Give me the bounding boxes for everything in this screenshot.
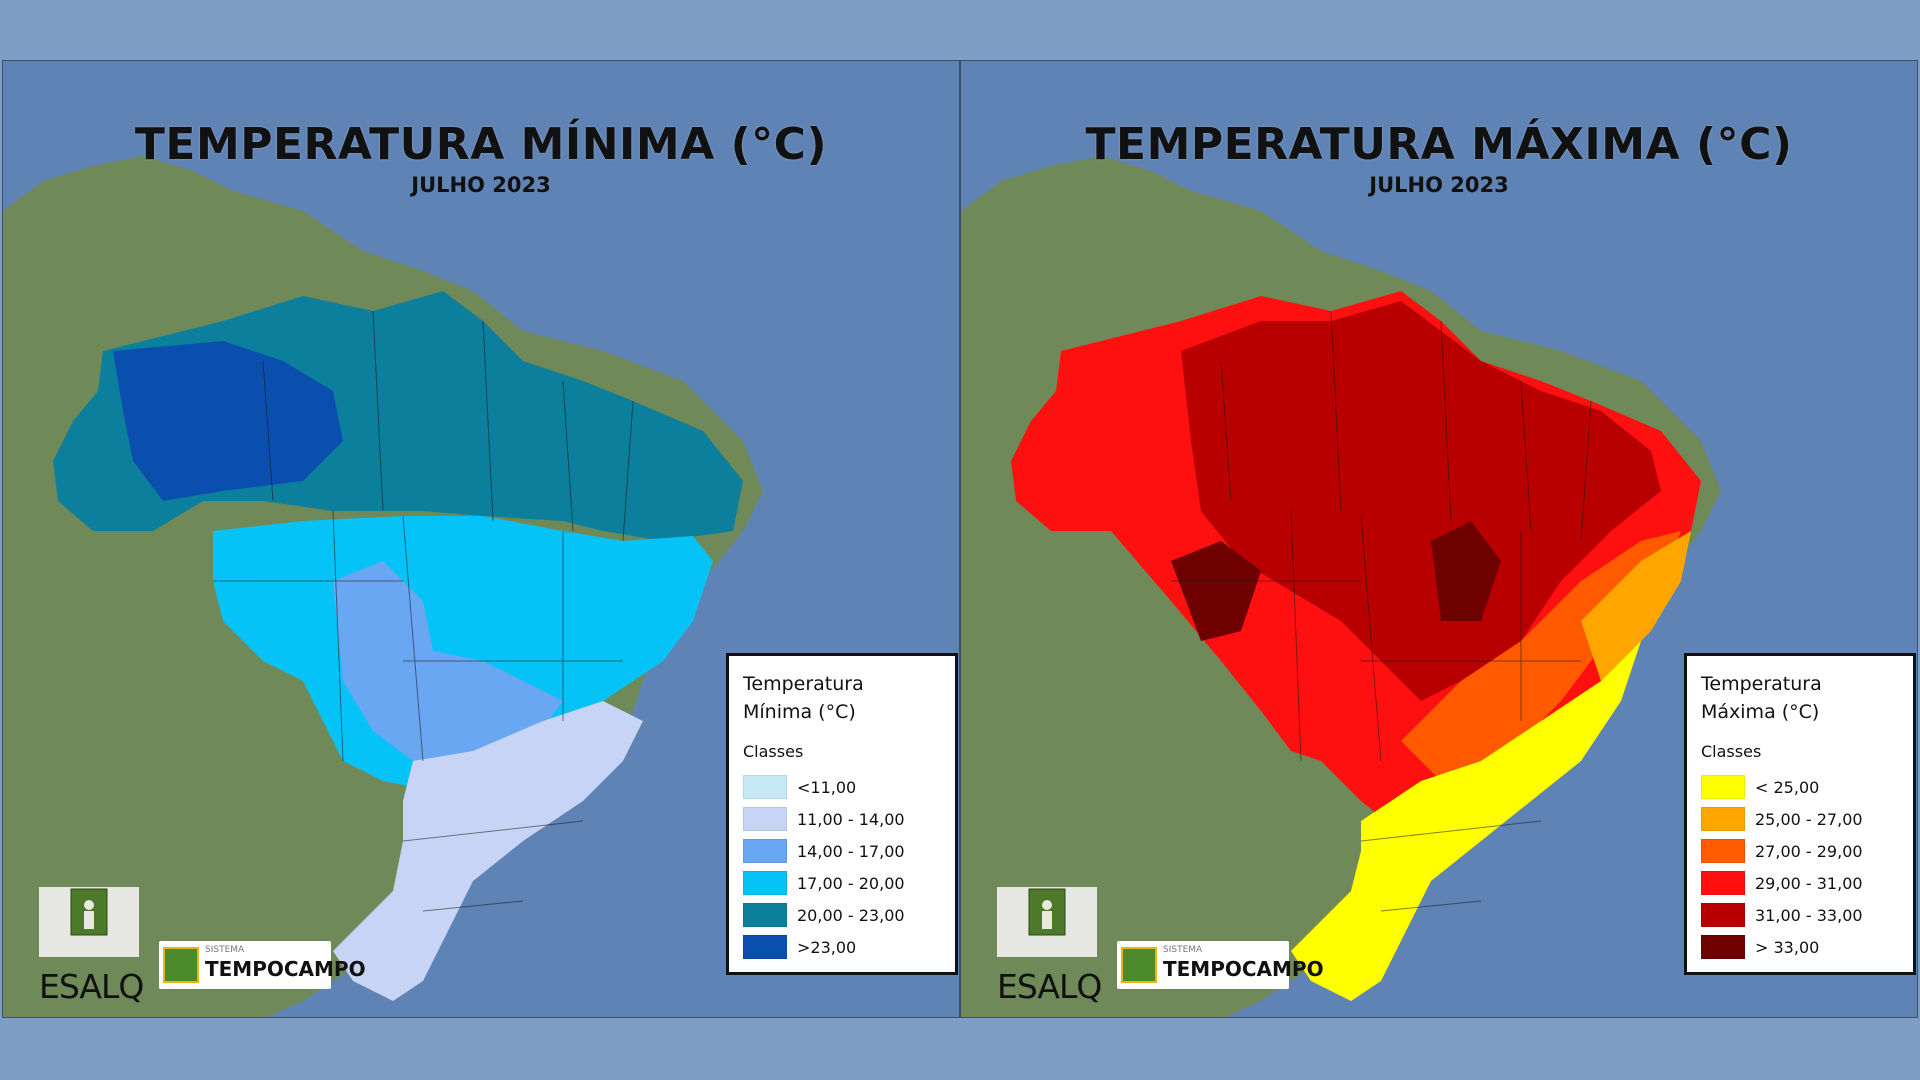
legend-label: < 25,00 [1755,777,1820,797]
legend-label: 14,00 - 17,00 [797,841,905,861]
esalq-shield-icon [997,887,1097,957]
tempocampo-name-text: TEMPOCAMPO [205,957,366,981]
esalq-logo: ESALQ [39,887,149,1006]
tempocampo-logo: SISTEMA TEMPOCAMPO [1117,941,1324,989]
legend-item: 17,00 - 20,00 [743,867,943,899]
legend-label: <11,00 [797,777,857,797]
map-panel-min: TEMPERATURA MÍNIMA (°C) JULHO 2023 Tempe… [2,60,960,1018]
legend-title-line2: Máxima (°C) [1701,701,1820,723]
legend-swatch [743,903,787,927]
brazil-zone-25-27 [1581,531,1691,681]
legend-item: >23,00 [743,931,943,963]
tempocampo-logo: SISTEMA TEMPOCAMPO [159,941,366,989]
esalq-logo-text: ESALQ [39,967,144,1006]
legend-label: 25,00 - 27,00 [1755,809,1863,829]
map-title: TEMPERATURA MÍNIMA (°C) [134,119,828,170]
legend: Temperatura Mínima (°C) Classes <11,00 1… [726,653,958,975]
map-subtitle: JULHO 2023 [1369,173,1509,197]
map-min [3,61,959,1017]
brazil-zone-gt33 [1171,541,1261,641]
map-title: TEMPERATURA MÁXIMA (°C) [1085,119,1793,170]
legend-label: 11,00 - 14,00 [797,809,905,829]
legend-swatch [1701,775,1745,799]
legend-item: <11,00 [743,771,943,803]
legend-swatch [743,935,787,959]
legend-swatch [1701,839,1745,863]
legend-swatch [743,839,787,863]
brazil-zone-lt25 [1291,641,1641,1001]
tempocampo-sistema-text: SISTEMA [205,945,245,955]
legend-title-line1: Temperatura [1701,673,1822,695]
brazil-zone-11-14 [333,701,643,1001]
map-subtitle: JULHO 2023 [411,173,551,197]
legend-swatch [1701,871,1745,895]
state-borders [213,310,634,912]
legend-title-line1: Temperatura [743,673,864,695]
brazil-zone-31-33 [1181,301,1661,701]
legend-item: 31,00 - 33,00 [1701,899,1901,931]
legend-classes-label: Classes [1701,742,1762,761]
legend-item: 29,00 - 31,00 [1701,867,1901,899]
legend-title-line2: Mínima (°C) [743,701,856,723]
tempocampo-icon [1121,947,1157,983]
legend-label: 27,00 - 29,00 [1755,841,1863,861]
legend-item: 14,00 - 17,00 [743,835,943,867]
legend-item: > 33,00 [1701,931,1901,963]
legend-label: > 33,00 [1755,937,1820,957]
legend-label: 31,00 - 33,00 [1755,905,1863,925]
legend-label: 17,00 - 20,00 [797,873,905,893]
tempocampo-sistema-text: SISTEMA [1163,945,1203,955]
esalq-shield-icon [39,887,139,957]
map-panel-max: TEMPERATURA MÁXIMA (°C) JULHO 2023 Tempe… [960,60,1918,1018]
esalq-logo-text: ESALQ [997,967,1102,1006]
brazil-zone-gt33-b [1431,521,1501,621]
legend-label: 29,00 - 31,00 [1755,873,1863,893]
legend-swatch [743,775,787,799]
legend-swatch [1701,807,1745,831]
legend-swatch [743,807,787,831]
esalq-logo: ESALQ [997,887,1107,1006]
legend-item: 11,00 - 14,00 [743,803,943,835]
legend-item: 20,00 - 23,00 [743,899,943,931]
legend-swatch [1701,903,1745,927]
legend-item: < 25,00 [1701,771,1901,803]
legend-swatch [1701,935,1745,959]
legend-label: >23,00 [797,937,857,957]
legend-item: 27,00 - 29,00 [1701,835,1901,867]
state-borders [1171,310,1592,912]
tempocampo-name-text: TEMPOCAMPO [1163,957,1324,981]
legend-classes-label: Classes [743,742,804,761]
legend-item: 25,00 - 27,00 [1701,803,1901,835]
brazil-zone-gt23 [113,341,343,501]
legend-label: 20,00 - 23,00 [797,905,905,925]
legend: Temperatura Máxima (°C) Classes < 25,00 … [1684,653,1916,975]
legend-swatch [743,871,787,895]
tempocampo-icon [163,947,199,983]
